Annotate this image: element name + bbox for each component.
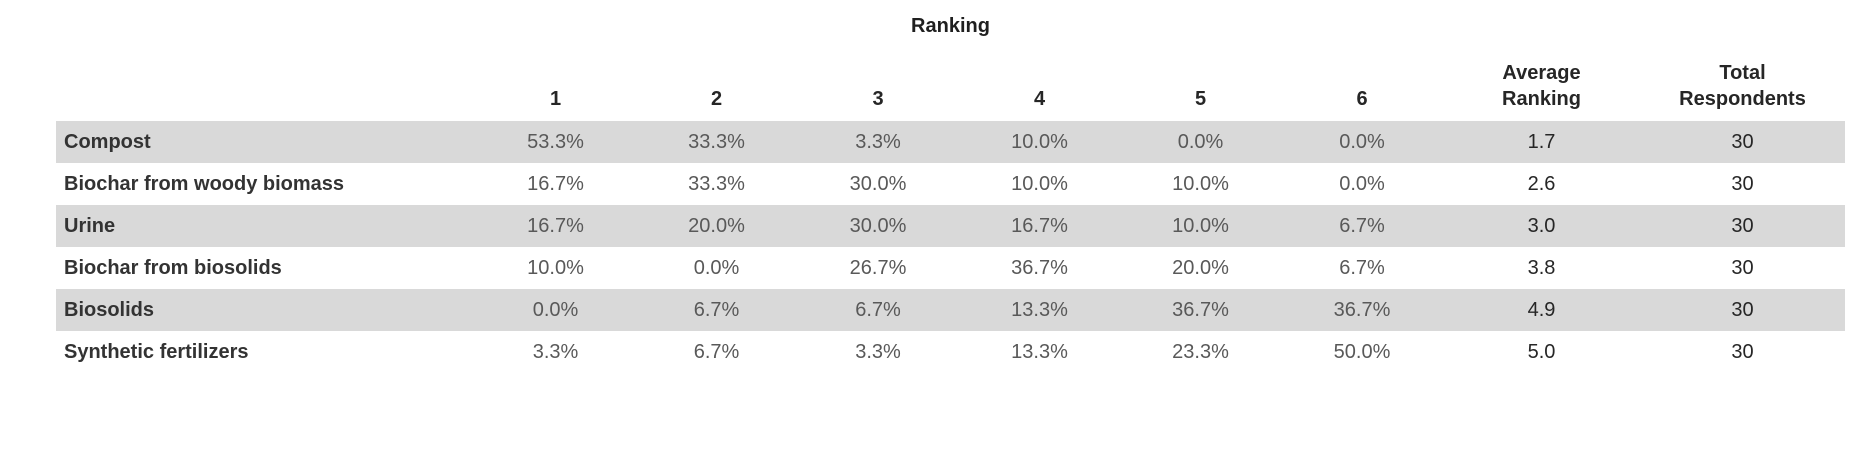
pct-cell: 10.0% [527, 256, 584, 279]
pct-cell: 0.0% [1177, 130, 1224, 153]
average-ranking-cell: 4.9 [1527, 298, 1556, 321]
pct-cell: 23.3% [1172, 340, 1229, 363]
table-row-urine: Urine 16.7% 20.0% 30.0% 16.7% 10.0% 6.7%… [56, 205, 1845, 247]
pct-cell: 0.0% [693, 256, 740, 279]
pct-cell: 6.7% [693, 340, 740, 363]
pct-cell: 13.3% [1011, 340, 1068, 363]
average-ranking-cell: 1.7 [1527, 130, 1556, 153]
rank-3-header: 3 [872, 88, 884, 110]
pct-cell: 6.7% [1339, 256, 1385, 279]
row-label: Biochar from biosolids [64, 256, 282, 279]
table-row-biochar-biosolids: Biochar from biosolids 10.0% 0.0% 26.7% … [56, 247, 1845, 289]
table-title: Ranking [911, 15, 990, 37]
average-ranking-cell: 2.6 [1527, 172, 1556, 195]
average-ranking-cell: 3.0 [1527, 214, 1556, 237]
rank-1-header: 1 [549, 88, 562, 110]
pct-cell: 30.0% [849, 172, 907, 195]
pct-cell: 36.7% [1333, 298, 1391, 321]
rank-4-header: 4 [1033, 88, 1046, 110]
pct-cell: 16.7% [527, 214, 584, 237]
pct-cell: 30.0% [849, 214, 907, 237]
pct-cell: 10.0% [1172, 214, 1229, 237]
pct-cell: 10.0% [1172, 172, 1229, 195]
total-respondents-cell: 30 [1731, 214, 1754, 237]
empty-header-cell [56, 112, 475, 121]
total-respondents-cell: 30 [1731, 172, 1754, 195]
pct-cell: 6.7% [693, 298, 740, 321]
pct-cell: 20.0% [688, 214, 745, 237]
average-ranking-header: Average Ranking [1502, 62, 1581, 110]
pct-cell: 13.3% [1011, 298, 1068, 321]
header-row: 1 2 3 4 5 6 Average Ranking Total Respon… [56, 39, 1845, 121]
pct-cell: 0.0% [1339, 172, 1385, 195]
pct-cell: 16.7% [1011, 214, 1068, 237]
total-respondents-cell: 30 [1731, 340, 1754, 363]
table-row-synthetic-fertilizers: Synthetic fertilizers 3.3% 6.7% 3.3% 13.… [56, 331, 1845, 373]
total-respondents-cell: 30 [1731, 256, 1754, 279]
total-respondents-header: Total Respondents [1679, 62, 1806, 110]
total-respondents-cell: 30 [1731, 130, 1754, 153]
pct-cell: 3.3% [855, 340, 901, 363]
table-row-biochar-woody-biomass: Biochar from woody biomass 16.7% 33.3% 3… [56, 163, 1845, 205]
table-row-biosolids: Biosolids 0.0% 6.7% 6.7% 13.3% 36.7% 36.… [56, 289, 1845, 331]
pct-cell: 10.0% [1011, 172, 1068, 195]
pct-cell: 36.7% [1011, 256, 1068, 279]
pct-cell: 36.7% [1172, 298, 1229, 321]
pct-cell: 3.3% [532, 340, 579, 363]
ranking-table: Ranking 1 2 3 4 5 6 Average Ranking Tota… [56, 0, 1845, 373]
row-label: Compost [64, 130, 151, 153]
pct-cell: 3.3% [855, 130, 901, 153]
rank-2-header: 2 [710, 88, 723, 110]
row-label: Biosolids [64, 298, 155, 321]
pct-cell: 33.3% [688, 130, 745, 153]
pct-cell: 33.3% [688, 172, 745, 195]
rank-6-header: 6 [1356, 88, 1368, 110]
pct-cell: 6.7% [1339, 214, 1385, 237]
pct-cell: 20.0% [1172, 256, 1229, 279]
table-row-compost: Compost 53.3% 33.3% 3.3% 10.0% 0.0% 0.0%… [56, 121, 1845, 163]
row-label: Urine [64, 214, 116, 237]
row-label: Biochar from woody biomass [64, 172, 345, 195]
pct-cell: 0.0% [1339, 130, 1385, 153]
pct-cell: 50.0% [1333, 340, 1391, 363]
pct-cell: 16.7% [527, 172, 584, 195]
rank-5-header: 5 [1194, 88, 1207, 110]
average-ranking-cell: 3.8 [1527, 256, 1556, 279]
pct-cell: 53.3% [527, 130, 584, 153]
pct-cell: 10.0% [1011, 130, 1068, 153]
average-ranking-cell: 5.0 [1527, 340, 1556, 363]
pct-cell: 6.7% [855, 298, 901, 321]
total-respondents-cell: 30 [1731, 298, 1754, 321]
pct-cell: 0.0% [532, 298, 579, 321]
row-label: Synthetic fertilizers [64, 340, 249, 363]
pct-cell: 26.7% [849, 256, 907, 279]
